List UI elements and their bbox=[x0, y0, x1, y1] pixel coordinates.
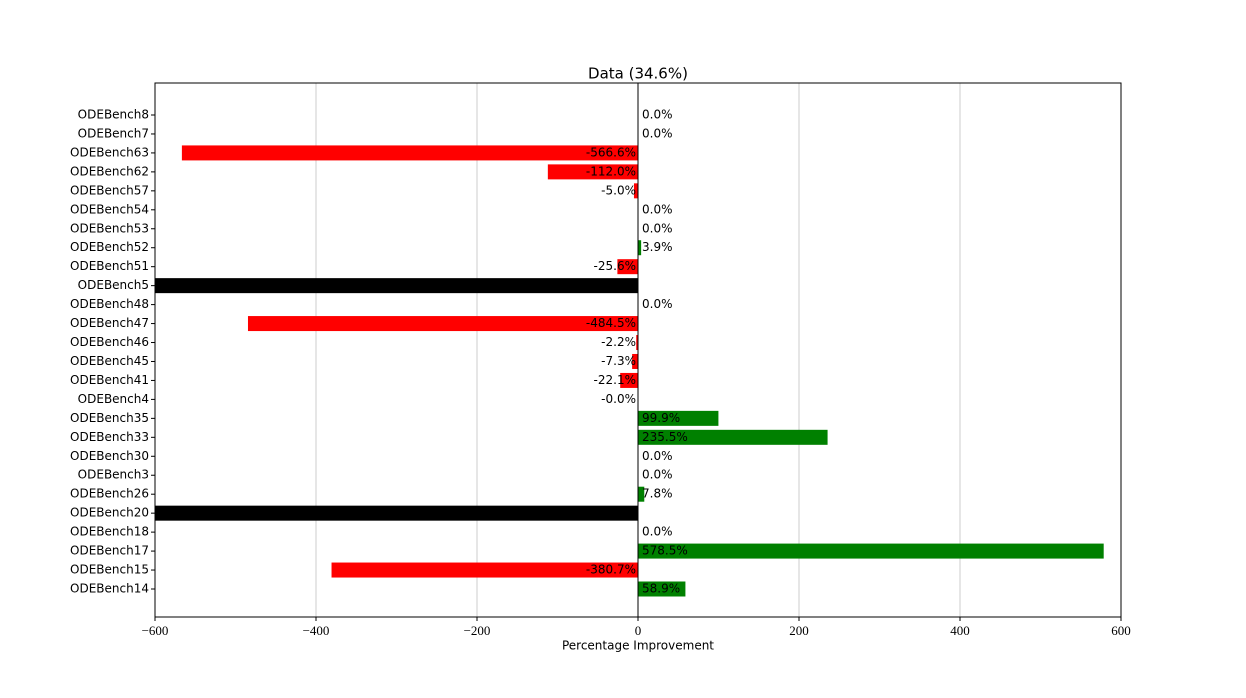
x-tick-label: −200 bbox=[464, 623, 491, 638]
value-label: 0.0% bbox=[642, 221, 673, 235]
x-tick-label: 0 bbox=[635, 623, 642, 638]
y-tick-label: ODEBench33 bbox=[70, 430, 149, 444]
y-tick-label: ODEBench7 bbox=[78, 126, 149, 140]
y-tick-label: ODEBench3 bbox=[78, 468, 149, 482]
y-tick-label: ODEBench15 bbox=[70, 563, 149, 577]
value-label: 7.8% bbox=[642, 487, 673, 501]
bar bbox=[632, 353, 638, 369]
y-tick-label: ODEBench8 bbox=[78, 108, 149, 122]
bar bbox=[617, 259, 638, 275]
y-tick-label: ODEBench53 bbox=[70, 221, 149, 235]
bar bbox=[638, 486, 645, 502]
y-tick-label: ODEBench48 bbox=[70, 297, 149, 311]
value-label: 578.5% bbox=[642, 544, 688, 558]
y-tick-label: ODEBench14 bbox=[70, 582, 149, 596]
bar bbox=[620, 372, 638, 388]
y-tick-label: ODEBench57 bbox=[70, 183, 149, 197]
bar bbox=[155, 505, 638, 521]
value-label: -484.5% bbox=[586, 316, 636, 330]
bar bbox=[638, 543, 1104, 559]
value-label: -2572.2% bbox=[578, 278, 636, 292]
bar bbox=[633, 183, 638, 199]
y-tick-label: ODEBench54 bbox=[70, 202, 149, 216]
value-label: -380.7% bbox=[586, 563, 636, 577]
y-tick-label: ODEBench4 bbox=[78, 392, 149, 406]
x-axis-label: Percentage Improvement bbox=[562, 639, 714, 653]
x-tick-label: 600 bbox=[1111, 623, 1131, 638]
value-label: -112.0% bbox=[586, 164, 636, 178]
value-label: -2.2% bbox=[601, 335, 636, 349]
y-tick-label: ODEBench30 bbox=[70, 449, 149, 463]
y-tick-label: ODEBench45 bbox=[70, 354, 149, 368]
value-label: -22.1% bbox=[594, 373, 636, 387]
value-label: 58.9% bbox=[642, 582, 680, 596]
y-tick-label: ODEBench51 bbox=[70, 259, 149, 273]
y-tick-label: ODEBench47 bbox=[70, 316, 149, 330]
value-label: 0.0% bbox=[642, 126, 673, 140]
y-tick-label: ODEBench41 bbox=[70, 373, 149, 387]
value-label: 3.9% bbox=[642, 240, 673, 254]
value-label: -566.6% bbox=[586, 145, 636, 159]
y-tick-label: ODEBench18 bbox=[70, 525, 149, 539]
y-tick-label: ODEBench26 bbox=[70, 487, 149, 501]
value-label: 99.9% bbox=[642, 411, 680, 425]
value-label: 0.0% bbox=[642, 525, 673, 539]
x-tick-label: 200 bbox=[789, 623, 809, 638]
value-label: 0.0% bbox=[642, 297, 673, 311]
y-tick-label: ODEBench5 bbox=[78, 278, 149, 292]
x-tick-label: −600 bbox=[142, 623, 169, 638]
bar bbox=[638, 410, 719, 426]
value-label: 0.0% bbox=[642, 449, 673, 463]
bar bbox=[547, 164, 638, 180]
x-tick-label: −400 bbox=[303, 623, 330, 638]
bar bbox=[638, 240, 642, 256]
plot-frame bbox=[154, 82, 1122, 618]
y-tick-label: ODEBench20 bbox=[70, 506, 149, 520]
value-label: 235.5% bbox=[642, 430, 688, 444]
x-tick-label: 400 bbox=[950, 623, 970, 638]
value-label: -25.6% bbox=[594, 259, 636, 273]
bar bbox=[181, 145, 638, 161]
y-tick-label: ODEBench52 bbox=[70, 240, 149, 254]
bar bbox=[638, 429, 828, 445]
value-label: 0.0% bbox=[642, 202, 673, 216]
bar bbox=[331, 562, 638, 578]
value-label: 0.0% bbox=[642, 108, 673, 122]
y-tick-label: ODEBench62 bbox=[70, 164, 149, 178]
value-label: -0.0% bbox=[601, 392, 636, 406]
bar bbox=[638, 581, 686, 597]
value-label: 0.0% bbox=[642, 468, 673, 482]
y-tick-label: ODEBench46 bbox=[70, 335, 149, 349]
y-tick-label: ODEBench63 bbox=[70, 145, 149, 159]
value-label: -5.0% bbox=[601, 183, 636, 197]
bar bbox=[247, 316, 639, 332]
chart-title: Data (34.6%) bbox=[588, 65, 688, 83]
bar bbox=[155, 278, 638, 294]
value-label: -7.3% bbox=[601, 354, 636, 368]
y-tick-label: ODEBench35 bbox=[70, 411, 149, 425]
y-tick-label: ODEBench17 bbox=[70, 544, 149, 558]
value-label: -49758.1% bbox=[571, 506, 636, 520]
bar bbox=[636, 335, 638, 351]
